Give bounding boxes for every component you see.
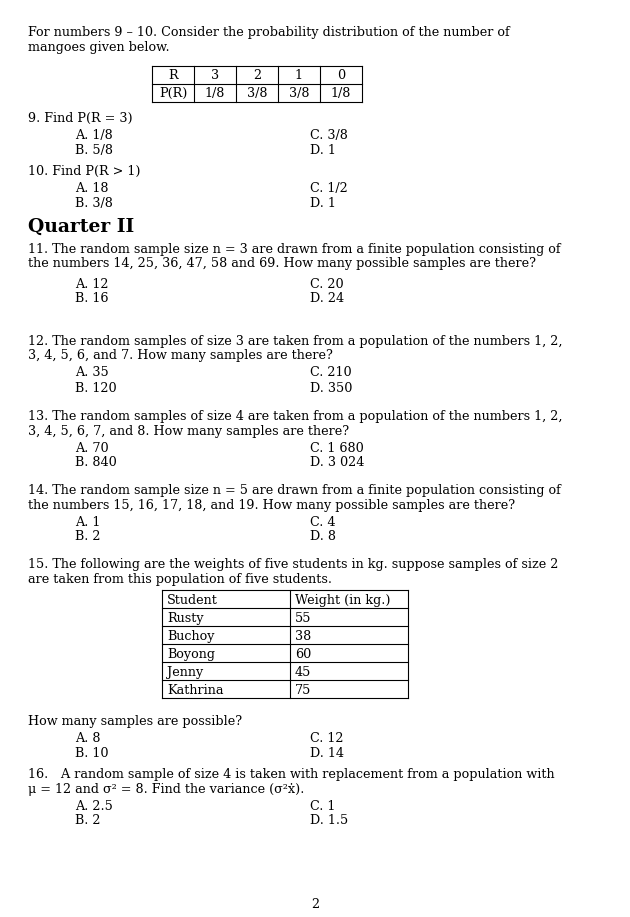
Text: A. 1/8: A. 1/8 [75, 129, 113, 142]
Text: D. 3 024: D. 3 024 [310, 457, 364, 470]
Text: 15. The following are the weights of five students in kg. suppose samples of siz: 15. The following are the weights of fiv… [28, 558, 558, 571]
Text: C. 1/2: C. 1/2 [310, 182, 348, 195]
Text: 45: 45 [295, 666, 311, 679]
Text: P(R): P(R) [159, 87, 187, 100]
Text: Buchoy: Buchoy [167, 630, 214, 643]
Text: 9. Find P(R = 3): 9. Find P(R = 3) [28, 112, 133, 125]
Text: Kathrina: Kathrina [167, 684, 224, 697]
Text: 10. Find P(R > 1): 10. Find P(R > 1) [28, 165, 140, 178]
Text: Weight (in kg.): Weight (in kg.) [295, 594, 391, 607]
Text: R: R [168, 69, 178, 82]
Text: Jenny: Jenny [167, 666, 203, 679]
Text: 2: 2 [253, 69, 261, 82]
Text: D. 8: D. 8 [310, 531, 336, 544]
Text: 55: 55 [295, 612, 311, 625]
Text: 1: 1 [295, 69, 303, 82]
Text: A. 70: A. 70 [75, 441, 108, 455]
Text: C. 12: C. 12 [310, 732, 343, 745]
Text: the numbers 14, 25, 36, 47, 58 and 69. How many possible samples are there?: the numbers 14, 25, 36, 47, 58 and 69. H… [28, 258, 536, 271]
Text: 3: 3 [211, 69, 219, 82]
Text: Rusty: Rusty [167, 612, 203, 625]
Text: are taken from this population of five students.: are taken from this population of five s… [28, 572, 332, 585]
Text: 38: 38 [295, 630, 311, 643]
Text: D. 24: D. 24 [310, 293, 344, 305]
Text: B. 10: B. 10 [75, 747, 108, 760]
Text: A. 1: A. 1 [75, 515, 100, 528]
Text: B. 3/8: B. 3/8 [75, 197, 113, 210]
Text: 3, 4, 5, 6, and 7. How many samples are there?: 3, 4, 5, 6, and 7. How many samples are … [28, 349, 333, 362]
Text: D. 14: D. 14 [310, 747, 344, 760]
Text: 11. The random sample size n = 3 are drawn from a finite population consisting o: 11. The random sample size n = 3 are dra… [28, 243, 561, 256]
Text: 13. The random samples of size 4 are taken from a population of the numbers 1, 2: 13. The random samples of size 4 are tak… [28, 410, 563, 423]
Text: B. 2: B. 2 [75, 531, 101, 544]
Text: 16.  A random sample of size 4 is taken with replacement from a population with: 16. A random sample of size 4 is taken w… [28, 768, 554, 781]
Text: C. 20: C. 20 [310, 278, 343, 291]
Text: C. 1 680: C. 1 680 [310, 441, 364, 455]
Text: D. 350: D. 350 [310, 381, 352, 394]
Text: the numbers 15, 16, 17, 18, and 19. How many possible samples are there?: the numbers 15, 16, 17, 18, and 19. How … [28, 499, 515, 512]
Text: C. 4: C. 4 [310, 515, 336, 528]
Text: C. 1: C. 1 [310, 800, 335, 812]
Text: Boyong: Boyong [167, 648, 215, 661]
Text: A. 35: A. 35 [75, 367, 109, 380]
Text: 3/8: 3/8 [289, 87, 309, 100]
Text: A. 2.5: A. 2.5 [75, 800, 113, 812]
Text: A. 12: A. 12 [75, 278, 108, 291]
Text: 3/8: 3/8 [247, 87, 267, 100]
Text: B. 2: B. 2 [75, 814, 101, 827]
Text: μ = 12 and σ² = 8. Find the variance (σ²ẋ).: μ = 12 and σ² = 8. Find the variance (σ²… [28, 782, 304, 796]
Text: D. 1: D. 1 [310, 197, 336, 210]
Text: A. 18: A. 18 [75, 182, 108, 195]
Text: 3, 4, 5, 6, 7, and 8. How many samples are there?: 3, 4, 5, 6, 7, and 8. How many samples a… [28, 425, 349, 437]
Text: Student: Student [167, 594, 218, 607]
Text: C. 3/8: C. 3/8 [310, 129, 348, 142]
Text: 2: 2 [311, 898, 319, 911]
Text: D. 1: D. 1 [310, 144, 336, 157]
Text: B. 120: B. 120 [75, 381, 117, 394]
Text: For numbers 9 – 10. Consider the probability distribution of the number of
mango: For numbers 9 – 10. Consider the probabi… [28, 26, 510, 54]
Text: B. 5/8: B. 5/8 [75, 144, 113, 157]
Text: B. 16: B. 16 [75, 293, 108, 305]
Text: 60: 60 [295, 648, 311, 661]
Text: 12. The random samples of size 3 are taken from a population of the numbers 1, 2: 12. The random samples of size 3 are tak… [28, 335, 563, 348]
Text: A. 8: A. 8 [75, 732, 101, 745]
Text: 75: 75 [295, 684, 311, 697]
Text: 0: 0 [337, 69, 345, 82]
Text: 14. The random sample size n = 5 are drawn from a finite population consisting o: 14. The random sample size n = 5 are dra… [28, 484, 561, 497]
Text: How many samples are possible?: How many samples are possible? [28, 715, 242, 728]
Text: C. 210: C. 210 [310, 367, 352, 380]
Text: Quarter II: Quarter II [28, 218, 134, 236]
Text: B. 840: B. 840 [75, 457, 117, 470]
Text: 1/8: 1/8 [331, 87, 351, 100]
Text: D. 1.5: D. 1.5 [310, 814, 348, 827]
Text: 1/8: 1/8 [205, 87, 225, 100]
